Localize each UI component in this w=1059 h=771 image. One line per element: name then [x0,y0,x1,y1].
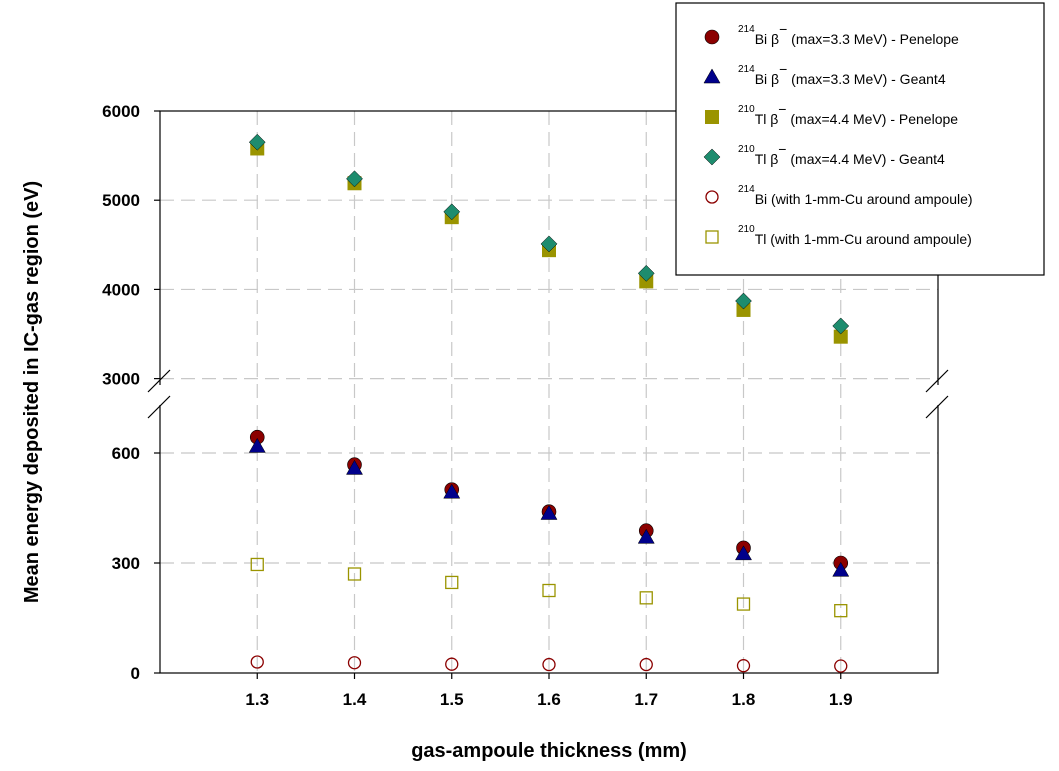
legend-marker [705,190,719,204]
data-point-series-5 [639,591,653,605]
y-tick-label: 600 [112,444,140,463]
legend-marker [704,29,720,45]
legend-entry: 214Bi (with 1-mm-Cu around ampoule) [738,184,973,207]
data-point-series-5 [542,583,556,598]
legend-isotope: 214 [738,64,755,75]
legend-superscript: − [778,101,786,117]
legend-isotope: 210 [738,144,755,155]
y-tick-label: 300 [112,554,140,573]
legend-label: Bi [755,191,767,207]
legend-marker [705,110,719,124]
data-point-series-5 [736,597,751,611]
legend-isotope: 210 [738,104,755,115]
legend-detail: (max=4.4 MeV) - Penelope [786,111,958,127]
x-tick-label: 1.8 [732,690,756,709]
legend-entry: 210Tl β− (max=4.4 MeV) - Geant4 [738,141,945,167]
legend-detail: (max=3.3 MeV) - Penelope [787,31,959,47]
data-point-series-3 [735,292,752,310]
data-point-series-1 [248,437,266,453]
legend-marker [703,148,721,166]
data-point-series-2 [736,302,751,317]
axis-break-gap [929,385,947,405]
data-point-series-4 [736,659,751,673]
data-point-series-1 [346,459,363,475]
data-point-series-5 [347,567,362,581]
legend-detail: (with 1-mm-Cu around ampoule) [766,231,971,247]
legend-label: Bi β [755,71,779,87]
x-tick-label: 1.4 [343,690,367,709]
data-point-series-4 [347,656,362,670]
axis-break-mark [925,395,949,419]
axis-break [147,369,949,419]
legend-marker [703,68,721,84]
y-axis-title: Mean energy deposited in IC-gas region (… [21,181,43,603]
y-tick-label: 4000 [102,280,140,299]
legend-label: Tl β [755,151,779,167]
data-point-series-1 [443,483,461,499]
data-point-series-5 [445,575,459,590]
legend-detail: (max=3.3 MeV) - Geant4 [787,71,946,87]
data-point-series-3 [248,133,266,151]
data-point-series-1 [540,504,558,520]
data-point-series-3 [832,317,850,335]
legend-entry: 214Bi β− (max=3.3 MeV) - Penelope [738,21,959,47]
axis-ticks: 1.3 1.4 1.5 1.6 1.7 1.8 1.9 0 300 600 3000 4000 5000… [102,102,852,709]
data-points [248,133,850,673]
data-point-series-1 [735,545,752,561]
data-point-series-4 [639,657,653,672]
legend-detail: (with 1-mm-Cu around ampoule) [767,191,972,207]
legend-entry: 210Tl (with 1-mm-Cu around ampoule) [738,224,972,247]
data-point-series-4 [250,655,264,669]
y-tick-label: 5000 [102,191,140,210]
axis-break-mark [925,369,949,393]
legend-label: Tl β [755,111,779,127]
legend-box [675,2,1045,276]
data-point-series-3 [346,170,363,188]
legend-isotope: 214 [738,184,755,195]
legend-superscript: − [779,61,787,77]
data-point-series-1 [832,561,850,577]
data-point-series-5 [250,557,264,572]
data-point-series-5 [834,604,848,618]
legend-label: Bi β [755,31,779,47]
data-point-series-1 [637,528,655,544]
legend-entry: 214Bi β− (max=3.3 MeV) - Geant4 [738,61,946,87]
legend-isotope: 210 [738,224,755,235]
legend-marker [705,230,719,244]
data-point-series-4 [542,657,556,672]
axis-break-mark [147,369,171,393]
data-point-series-2 [833,329,848,344]
axis-break-mark [147,395,171,419]
data-point-series-3 [540,235,558,253]
legend-label: Tl [755,231,767,247]
y-tick-label: 3000 [102,370,140,389]
x-tick-label: 1.7 [634,690,658,709]
legend-detail: (max=4.4 MeV) - Geant4 [786,151,945,167]
data-point-series-3 [637,264,655,282]
data-point-series-3 [443,203,461,221]
x-axis-title: gas-ampoule thickness (mm) [411,740,687,762]
data-point-series-4 [445,657,459,671]
legend-isotope: 214 [738,24,755,35]
y-tick-label: 6000 [102,102,140,121]
data-point-series-4 [834,659,848,673]
x-tick-label: 1.6 [537,690,561,709]
x-tick-label: 1.9 [829,690,853,709]
y-tick-label: 0 [131,664,140,683]
x-tick-label: 1.5 [440,690,464,709]
legend-superscript: − [778,141,786,157]
legend-entry: 210Tl β− (max=4.4 MeV) - Penelope [738,101,958,127]
x-tick-label: 1.3 [245,690,269,709]
axis-break-gap [151,385,169,405]
legend-superscript: − [779,21,787,37]
